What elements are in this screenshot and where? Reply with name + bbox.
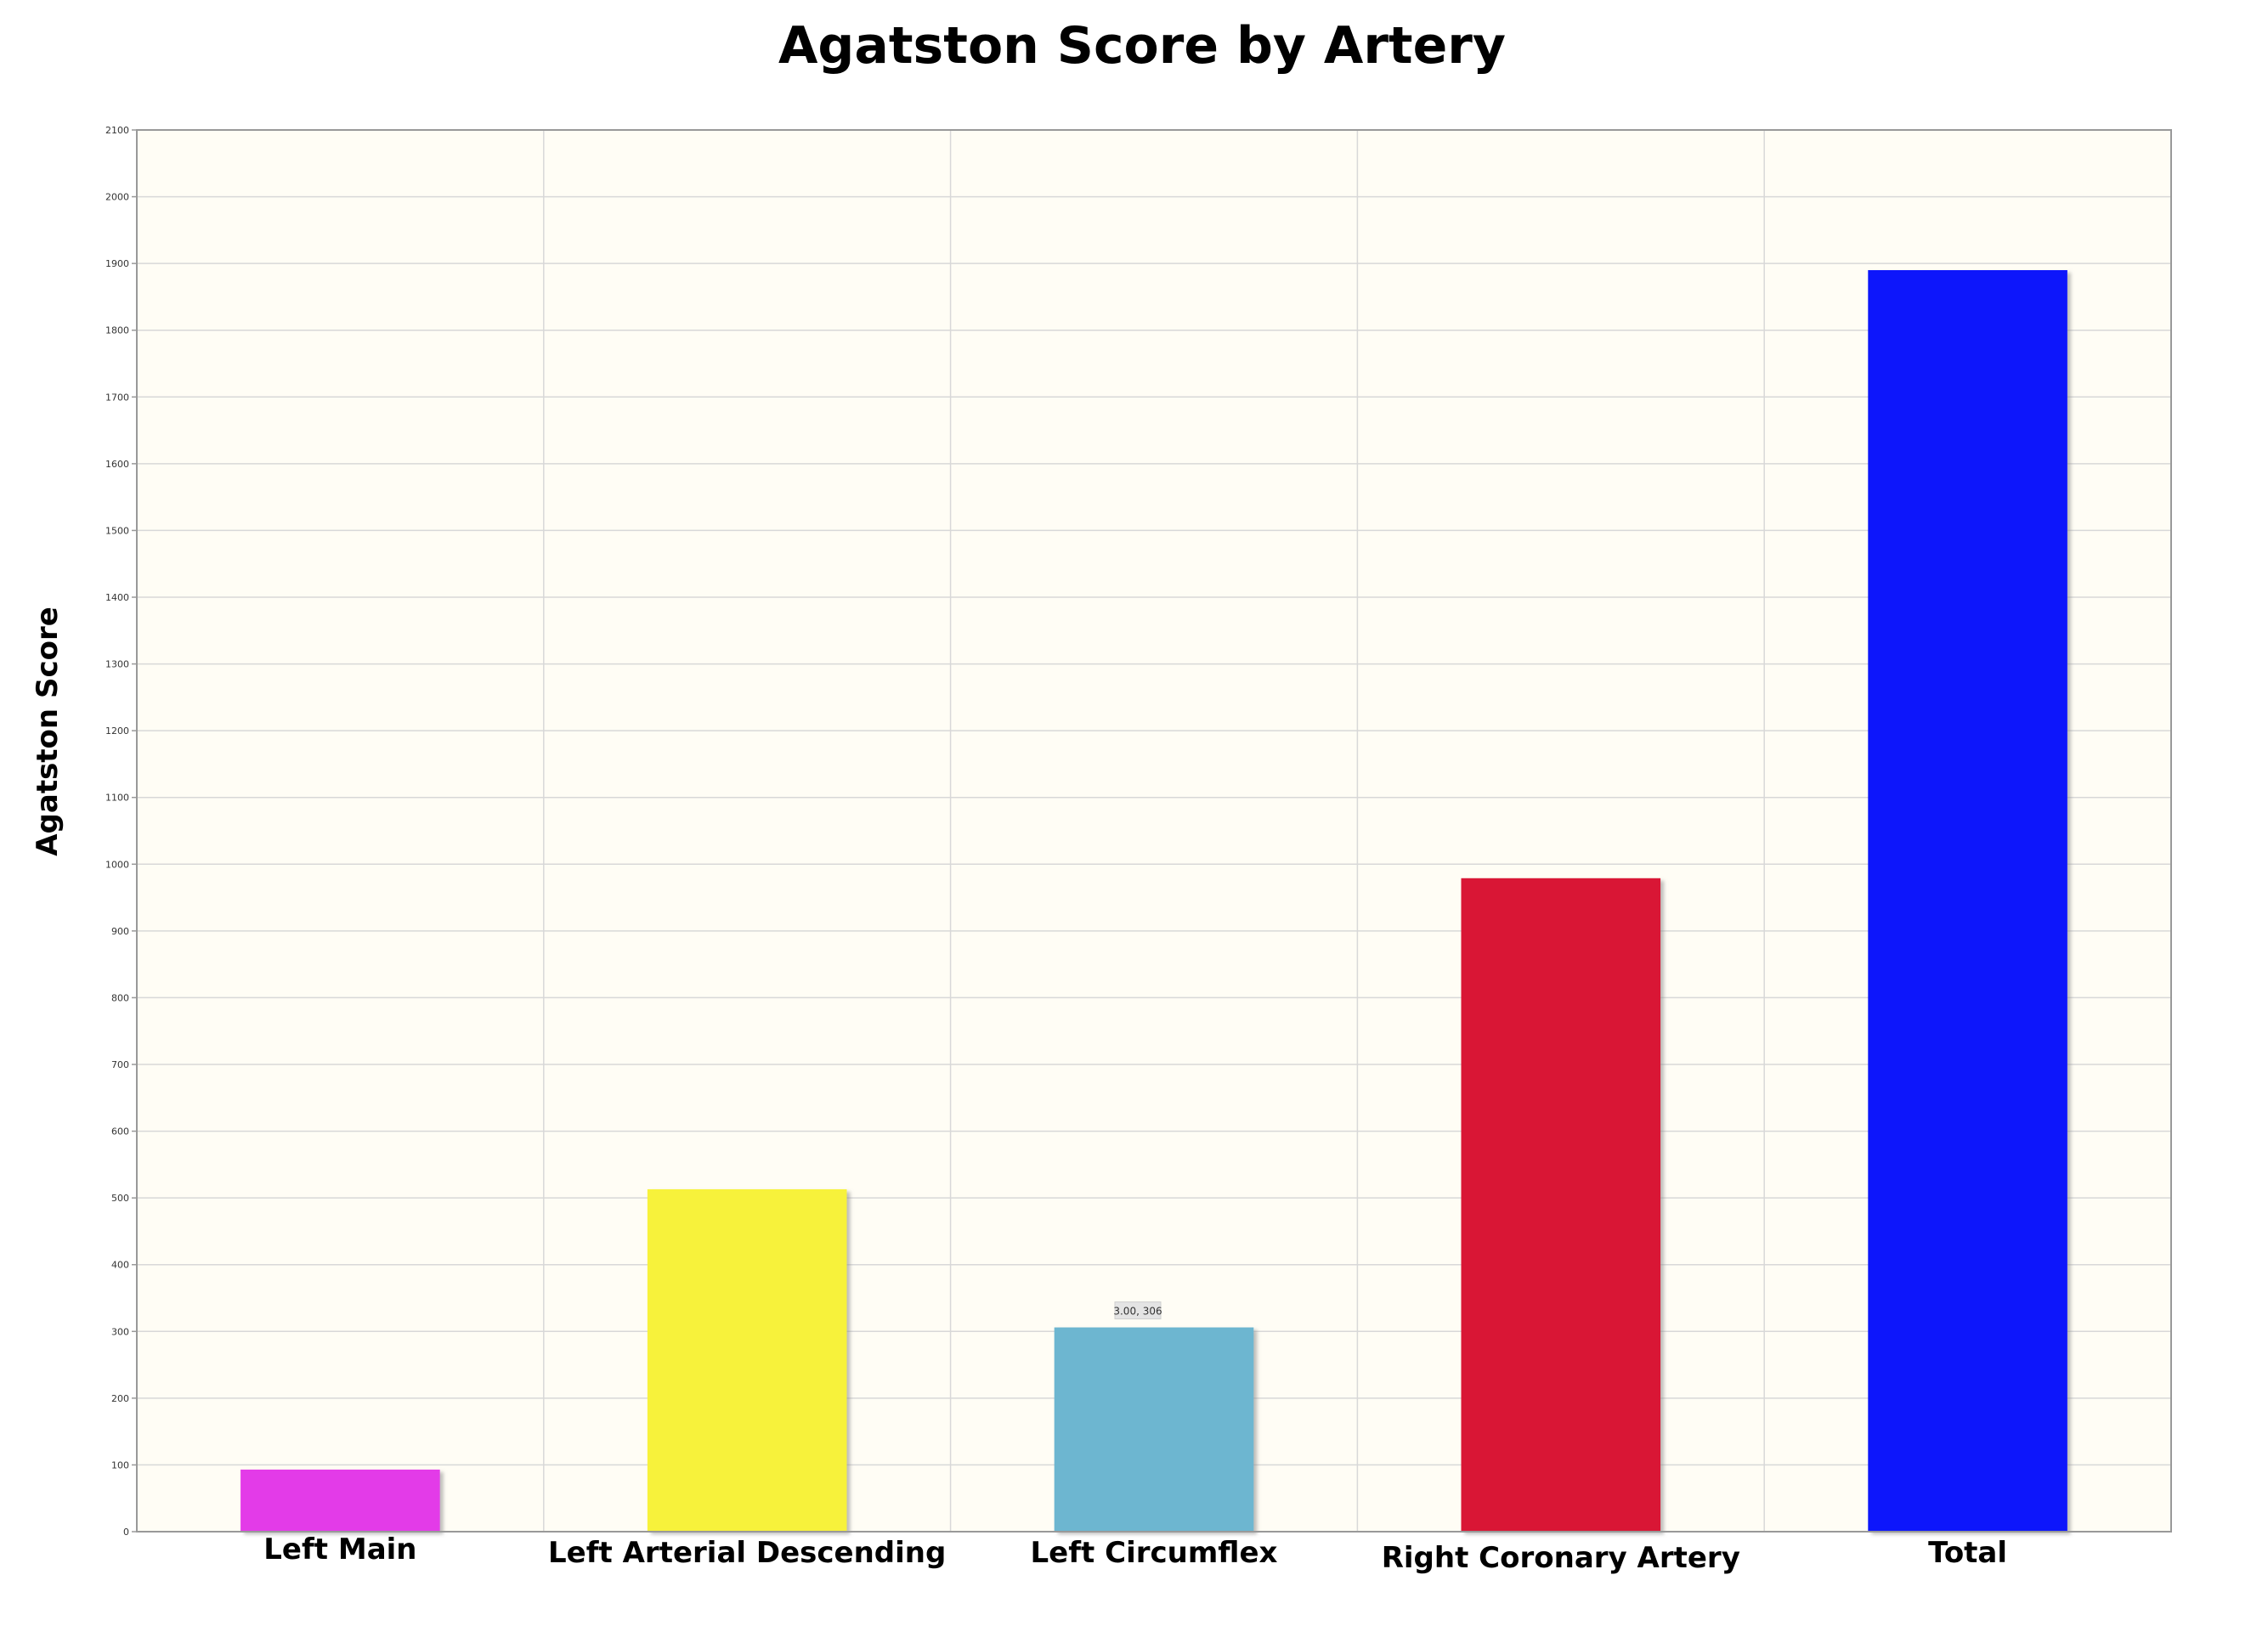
- y-tick-label: 1300: [105, 659, 129, 670]
- bars: [240, 270, 2067, 1532]
- x-axis-labels: Left Main Left Arterial Descending Left Ci…: [263, 1533, 2007, 1575]
- bar: [1461, 878, 1661, 1532]
- plot-area: [137, 130, 2171, 1532]
- data-annotation-box: [1114, 1301, 1162, 1320]
- y-tick-label: 1100: [105, 793, 129, 804]
- y-tick-label: 600: [111, 1126, 129, 1137]
- y-tick-label: 200: [111, 1393, 129, 1404]
- y-tick-label: 1700: [105, 392, 129, 403]
- y-tick-label: 0: [123, 1527, 129, 1538]
- y-tick-label: 900: [111, 926, 129, 937]
- bar: [1054, 1327, 1254, 1532]
- x-category-label: Left Arterial Descending: [548, 1536, 946, 1570]
- bar: [1868, 270, 2067, 1532]
- data-annotations: 3.00, 306: [1113, 1301, 1162, 1320]
- y-tick-label: 1800: [105, 325, 129, 336]
- y-tick-label: 400: [111, 1260, 129, 1271]
- y-tick-label: 1400: [105, 592, 129, 603]
- y-tick-label: 1600: [105, 459, 129, 470]
- y-tick-label: 2100: [105, 125, 129, 136]
- x-category-label: Total: [1928, 1536, 2007, 1570]
- x-category-label: Right Coronary Artery: [1382, 1541, 1740, 1575]
- y-tick-label: 1900: [105, 258, 129, 269]
- x-category-label: Left Circumflex: [1031, 1536, 1278, 1570]
- y-tick-label: 1500: [105, 525, 129, 536]
- plot-border: [136, 129, 2172, 1533]
- bar: [647, 1188, 847, 1532]
- y-tick-label: 1000: [105, 859, 129, 870]
- y-tick-label: 2000: [105, 192, 129, 203]
- y-tick-label: 100: [111, 1459, 129, 1470]
- data-annotation-label: 3.00, 306: [1113, 1306, 1162, 1318]
- y-axis-ticks: 0 100 200 300 400 500 600 700 800 900 1000 1100 1200…: [105, 125, 137, 1538]
- x-category-label: Left Main: [263, 1533, 416, 1566]
- y-axis-label: Agatston Score: [31, 607, 65, 856]
- y-tick-label: 300: [111, 1326, 129, 1337]
- y-tick-label: 500: [111, 1193, 129, 1204]
- bar: [240, 1469, 440, 1532]
- y-tick-label: 700: [111, 1059, 129, 1070]
- y-tick-label: 800: [111, 992, 129, 1003]
- chart-title: Agatston Score by Artery: [778, 16, 1506, 76]
- y-tick-label: 1200: [105, 725, 129, 737]
